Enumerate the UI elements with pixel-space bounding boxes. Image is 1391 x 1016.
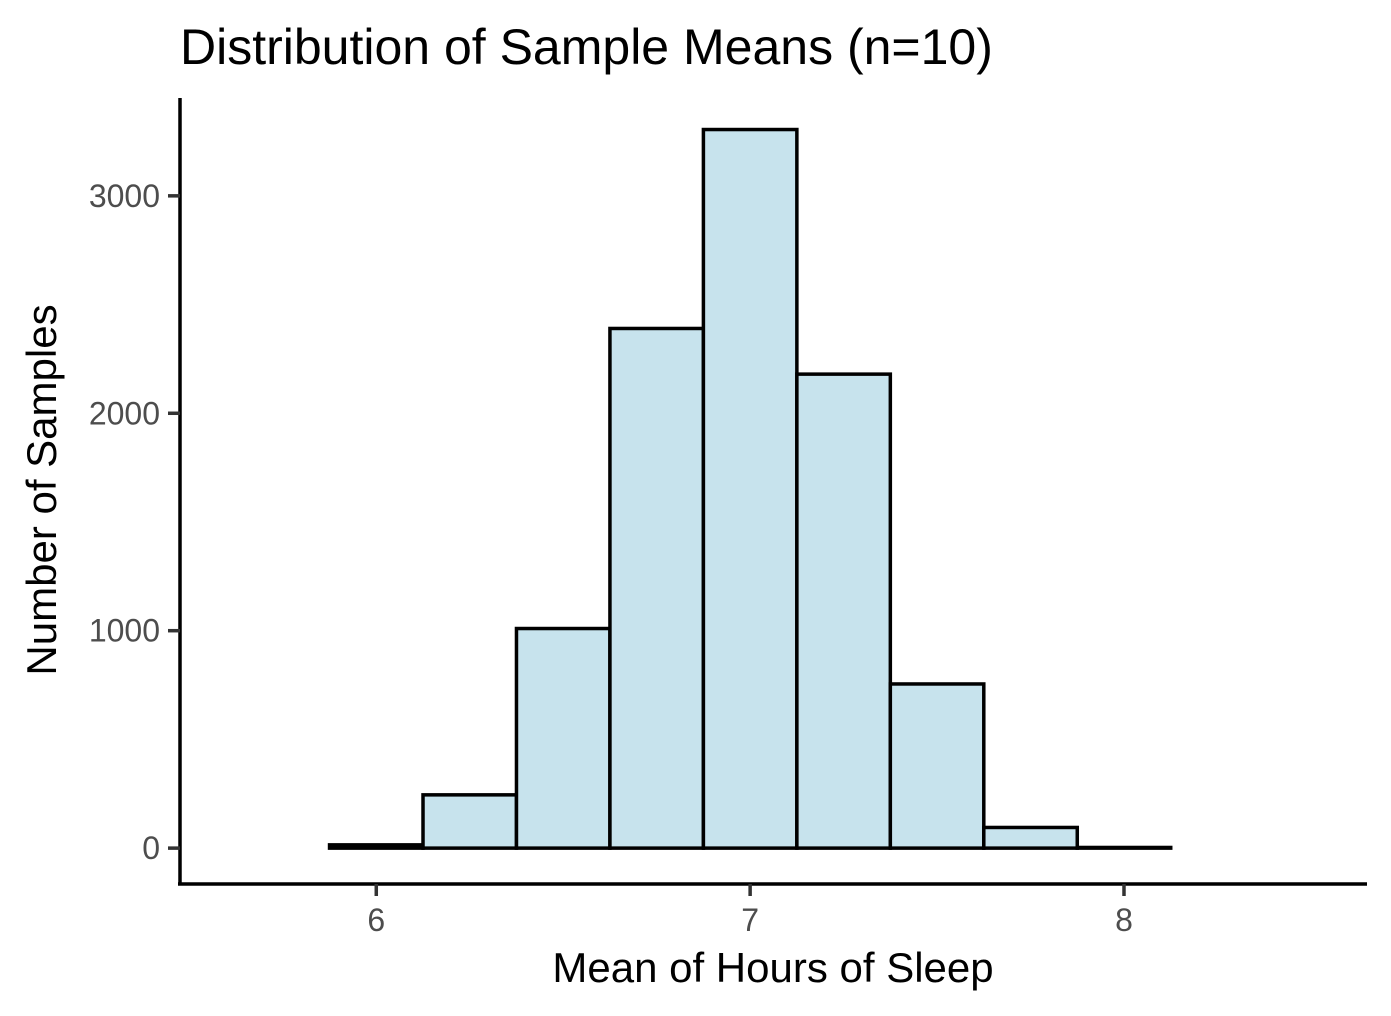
histogram-bar-4	[701, 127, 799, 850]
histogram-bar-3	[608, 326, 706, 850]
y-tick-label-1: 1000	[89, 613, 160, 649]
histogram-bar-5	[795, 372, 893, 850]
y-axis-title: Number of Samples	[18, 304, 65, 675]
y-ticks-layer: 0 1000 2000 3000	[89, 178, 180, 866]
y-tick-label-3: 3000	[89, 178, 160, 214]
x-tick-label-2: 8	[1115, 902, 1133, 938]
x-tick-label-0: 6	[367, 902, 385, 938]
bars-layer	[327, 127, 1173, 850]
histogram-bar-8	[1075, 845, 1173, 850]
histogram-bar-6	[888, 682, 986, 850]
y-tick-label-0: 0	[142, 830, 160, 866]
histogram-bar-7	[982, 825, 1080, 850]
histogram-bar-2	[514, 626, 612, 850]
histogram-bar-0	[327, 843, 425, 850]
y-tick-label-2: 2000	[89, 395, 160, 431]
x-ticks-layer: 6 7 8	[367, 884, 1133, 938]
chart-title: Distribution of Sample Means (n=10)	[180, 19, 993, 75]
histogram-bar-1	[421, 793, 519, 850]
x-axis-title: Mean of Hours of Sleep	[552, 944, 993, 991]
x-tick-label-1: 7	[741, 902, 759, 938]
